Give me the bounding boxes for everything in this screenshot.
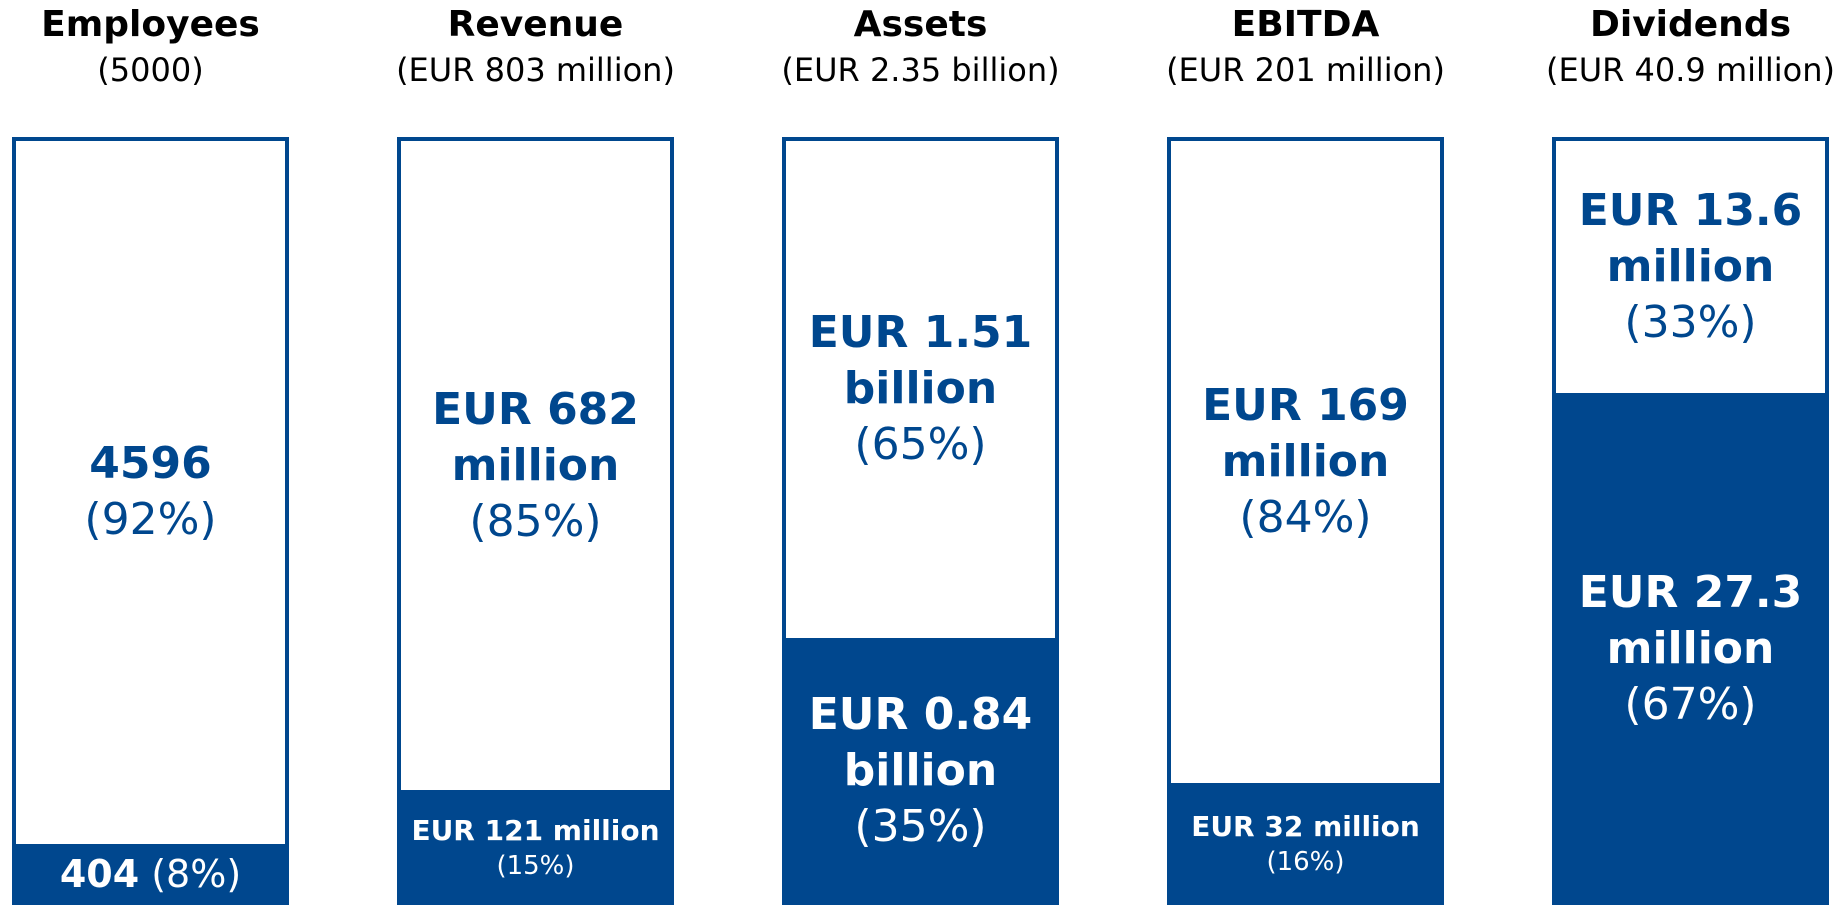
column-title: Assets xyxy=(853,4,988,45)
column-title: Dividends xyxy=(1589,4,1792,45)
segment-percent: (92%) xyxy=(84,494,217,546)
segment-percent: (33%) xyxy=(1624,297,1757,349)
column-subtitle: (EUR 40.9 million) xyxy=(1545,51,1836,89)
column-subtitle: (EUR 803 million) xyxy=(396,51,675,89)
bar: EUR 121 million (15%) EUR 682 million (85%) xyxy=(397,137,674,905)
bar: EUR 27.3 million (67%) EUR 13.6 million (33… xyxy=(1552,137,1829,905)
segment-amount: EUR 682 million xyxy=(432,383,639,491)
segment-amount: EUR 169 million xyxy=(1202,379,1409,487)
segment-percent: (85%) xyxy=(469,495,602,547)
column-title: EBITDA xyxy=(1231,4,1380,45)
column-title: Revenue xyxy=(447,4,624,45)
segment-percent: (16%) xyxy=(1266,846,1345,877)
column-header: Dividends (EUR 40.9 million) xyxy=(1526,2,1842,92)
segment-percent: (84%) xyxy=(1239,491,1372,543)
bar: EUR 32 million (16%) EUR 169 million (84%) xyxy=(1167,137,1444,905)
column-subtitle: (5000) xyxy=(97,51,204,89)
segment-percent: (8%) xyxy=(151,852,242,897)
bar: EUR 0.84 billion (35%) EUR 1.51 billion (65… xyxy=(782,137,1059,905)
segment-percent: (67%) xyxy=(1624,679,1757,731)
segment-percent: (15%) xyxy=(496,850,575,881)
segment-amount: EUR 13.6 million xyxy=(1578,185,1803,293)
bar-segment: EUR 121 million (15%) xyxy=(401,790,670,905)
bar: 404 (8%) 4596 (92%) xyxy=(12,137,289,905)
segment-amount: EUR 32 million xyxy=(1191,809,1420,843)
bar-segment: EUR 32 million (16%) xyxy=(1171,782,1440,905)
bar-segment: EUR 27.3 million (67%) xyxy=(1556,393,1825,905)
segment-amount: EUR 121 million xyxy=(411,813,660,847)
segment-amount: EUR 1.51 billion xyxy=(808,307,1033,415)
bar-segment: 404 (8%) xyxy=(16,843,285,905)
segment-amount: EUR 27.3 million xyxy=(1578,567,1803,675)
bar-segment: EUR 0.84 billion (35%) xyxy=(786,637,1055,905)
segment-percent: (65%) xyxy=(854,419,987,471)
bar-segment: EUR 13.6 million (33%) xyxy=(1556,141,1825,394)
bar-segment: 4596 (92%) xyxy=(16,141,285,844)
column-header: Assets (EUR 2.35 billion) xyxy=(756,2,1086,92)
segment-amount: 404 xyxy=(59,852,140,897)
column-header: EBITDA (EUR 201 million) xyxy=(1141,2,1471,92)
segment-percent: (35%) xyxy=(854,801,987,853)
column-header: Employees (5000) xyxy=(0,2,316,92)
column-subtitle: (EUR 201 million) xyxy=(1166,51,1445,89)
bar-segment: EUR 169 million (84%) xyxy=(1171,141,1440,783)
column-subtitle: (EUR 2.35 billion) xyxy=(781,51,1060,89)
column-title: Employees xyxy=(41,4,260,45)
segment-amount: EUR 0.84 billion xyxy=(808,689,1033,797)
column-header: Revenue (EUR 803 million) xyxy=(371,2,701,92)
spacer xyxy=(139,850,151,898)
bar-segment: EUR 1.51 billion (65%) xyxy=(786,141,1055,638)
segment-amount: 4596 xyxy=(89,438,212,490)
bar-segment: EUR 682 million (85%) xyxy=(401,141,670,791)
